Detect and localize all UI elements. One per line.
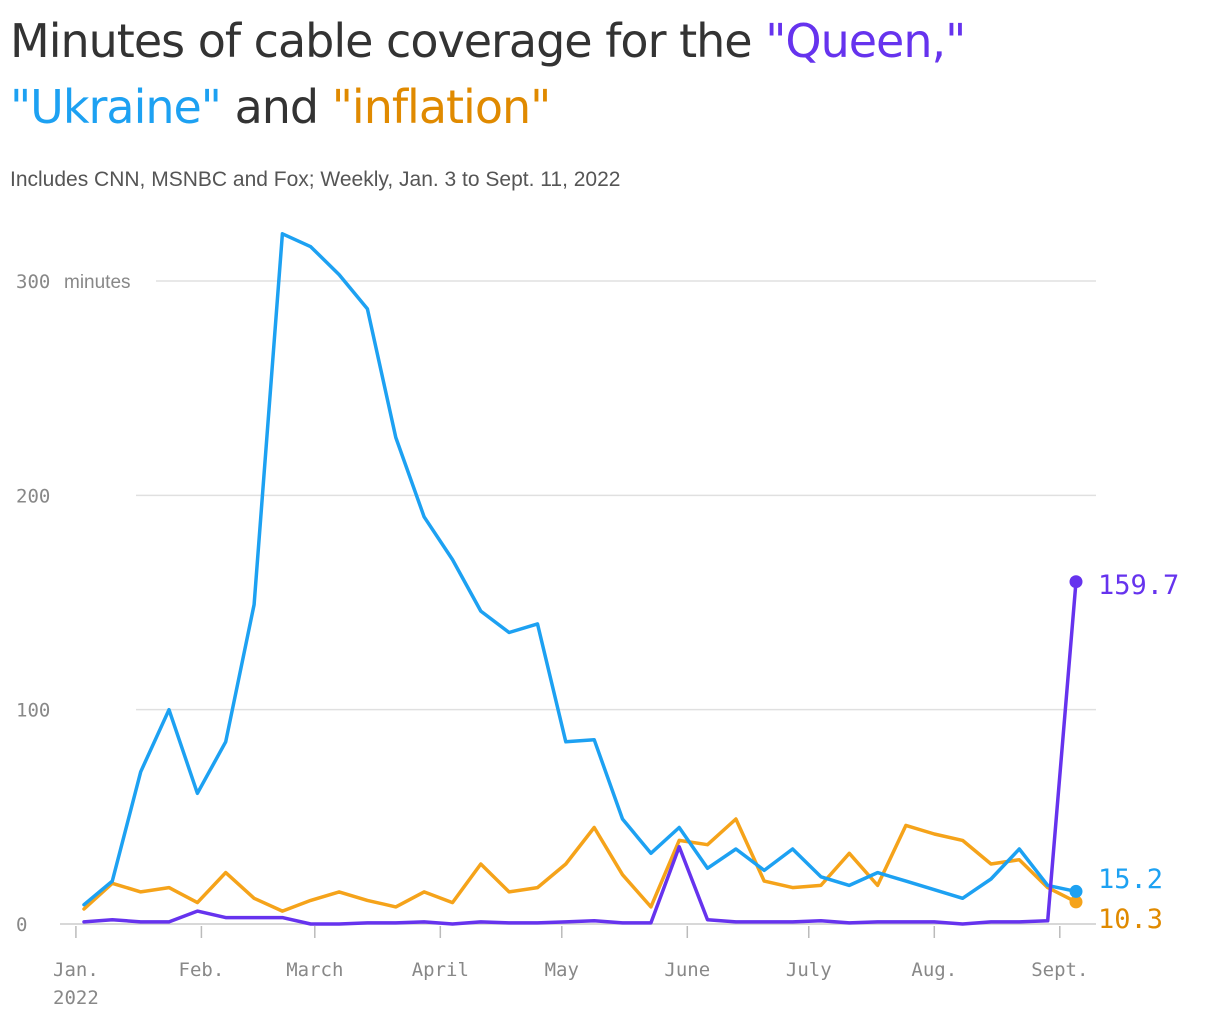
- x-tick-label-june: June: [664, 959, 710, 981]
- title-lead: Minutes of cable coverage for the: [10, 14, 766, 68]
- title-queen: "Queen,": [765, 14, 966, 68]
- title-inflation: "inflation": [331, 80, 552, 134]
- y-tick-label-0: 0: [16, 914, 27, 936]
- x-tick-sublabel-year: 2022: [53, 987, 99, 1009]
- title-ukraine: "Ukraine": [10, 80, 222, 134]
- x-tick-label-july: July: [786, 959, 832, 981]
- chart-title: Minutes of cable coverage for the "Queen…: [10, 8, 1190, 140]
- y-tick-label-200: 200: [16, 485, 50, 507]
- title-connector: and: [220, 80, 332, 134]
- x-tick-label-may: May: [545, 959, 579, 981]
- series-end-label-ukraine: 15.2: [1098, 864, 1163, 895]
- series-endpoint-inflation: [1069, 895, 1083, 909]
- x-tick-label-feb: Feb.: [179, 959, 225, 981]
- series-endpoint-queen: [1069, 575, 1083, 589]
- x-tick-label-aug: Aug.: [911, 959, 957, 981]
- x-tick-label-april: April: [412, 959, 469, 981]
- x-tick-label-jan: Jan.: [53, 959, 99, 981]
- series-endpoint-ukraine: [1069, 884, 1083, 898]
- series-line-inflation: [82, 817, 1078, 913]
- chart-subtitle: Includes CNN, MSNBC and Fox; Weekly, Jan…: [10, 168, 621, 191]
- y-tick-label-300: 300: [16, 271, 50, 293]
- y-tick-label-100: 100: [16, 700, 50, 722]
- x-tick-label-sept: Sept.: [1031, 959, 1088, 981]
- series-end-label-inflation: 10.3: [1098, 904, 1163, 935]
- series-end-label-queen: 159.7: [1098, 570, 1179, 601]
- x-tick-label-march: March: [286, 959, 343, 981]
- series-line-ukraine: [82, 232, 1078, 907]
- y-unit-label: minutes: [64, 272, 131, 293]
- series-line-queen: [82, 579, 1078, 926]
